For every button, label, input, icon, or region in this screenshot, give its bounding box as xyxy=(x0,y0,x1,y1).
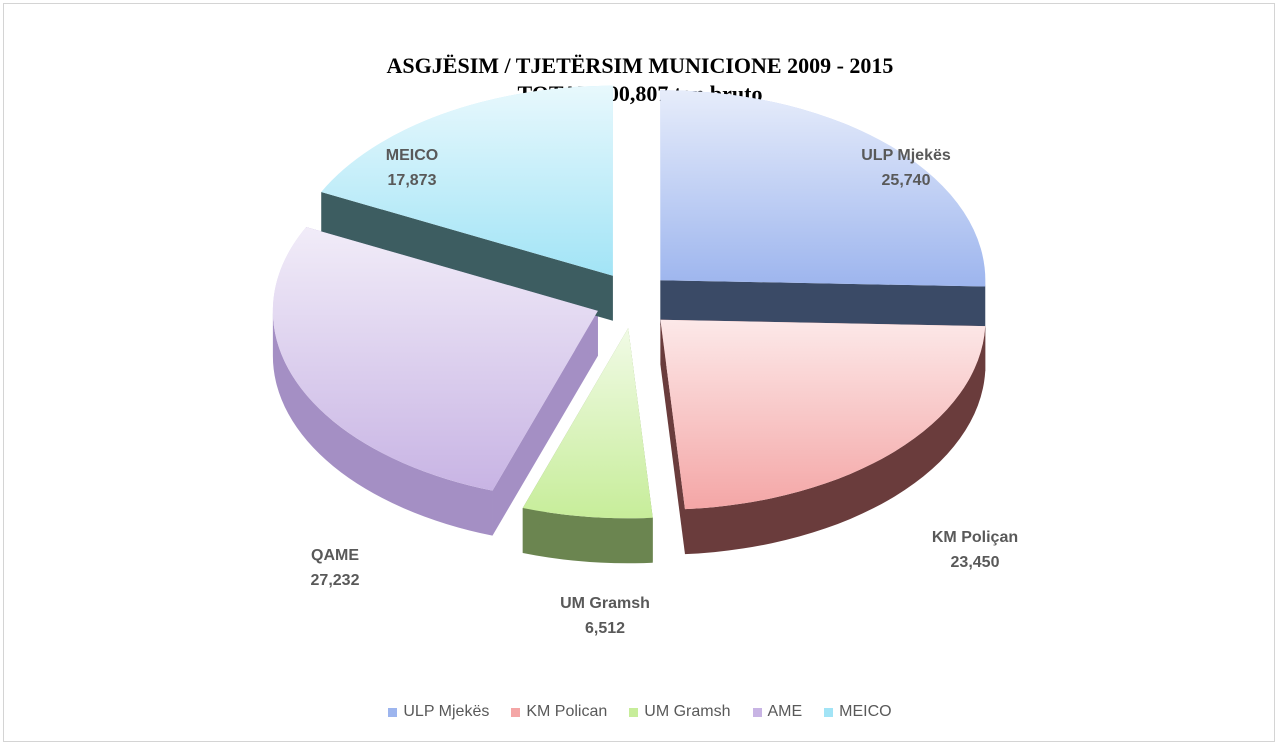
legend-swatch xyxy=(388,707,398,717)
data-label-value: 23,450 xyxy=(951,554,1000,571)
data-label-value: 27,232 xyxy=(311,572,360,589)
slice-highlight xyxy=(660,319,986,510)
legend-label: UM Gramsh xyxy=(644,703,731,720)
slice-highlight xyxy=(321,85,613,276)
legend-item: ULP Mjekës xyxy=(388,703,489,721)
slice-outer-wall xyxy=(272,310,493,536)
chart-frame xyxy=(3,3,1275,742)
data-label-value: 17,873 xyxy=(388,172,437,189)
data-label-name: ULP Mjekës xyxy=(861,147,951,164)
chart-title: ASGJËSIM / TJETËRSIM MUNICIONE 2009 - 20… xyxy=(386,53,894,78)
legend-item: MEICO xyxy=(824,703,892,721)
data-label-name: MEICO xyxy=(386,147,438,164)
legend-item: KM Polican xyxy=(511,703,607,721)
legend-label: MEICO xyxy=(839,703,892,720)
slice-highlight xyxy=(660,90,986,287)
slice-side-ulp-mjeke-s xyxy=(660,280,986,332)
pie-tops xyxy=(272,85,986,519)
legend-label: ULP Mjekës xyxy=(403,703,490,720)
legend-swatch xyxy=(824,707,834,717)
slice-radial-wall xyxy=(660,319,685,555)
data-label-value: 6,512 xyxy=(585,620,625,637)
data-label-value: 25,740 xyxy=(882,172,931,189)
legend-label: KM Polican xyxy=(526,703,608,720)
slice-side-meico xyxy=(321,192,613,321)
data-label-name: QAME xyxy=(311,547,359,564)
legend-item: UM Gramsh xyxy=(629,703,731,721)
slice-highlight xyxy=(272,227,598,491)
slice-outer-wall xyxy=(684,326,986,555)
slice-radial-wall xyxy=(492,310,598,536)
pie-labels: ULP Mjekës 25,740 KM Poliçan 23,450 UM Grams… xyxy=(311,147,1019,637)
slice-radial-wall xyxy=(660,280,986,332)
legend-item: AME xyxy=(752,703,803,721)
data-label-name: UM Gramsh xyxy=(560,595,650,612)
data-label-name: KM Poliçan xyxy=(932,529,1018,546)
slice-highlight xyxy=(522,328,653,519)
chart-legend: ULP Mjekës KM Polican UM Gramsh AME MEICO xyxy=(0,703,1280,721)
legend-swatch xyxy=(629,707,639,717)
slice-outer-wall xyxy=(522,508,653,564)
legend-swatch xyxy=(752,707,762,717)
legend-label: AME xyxy=(767,703,803,720)
slice-radial-wall xyxy=(321,192,613,321)
legend-swatch xyxy=(511,707,521,717)
